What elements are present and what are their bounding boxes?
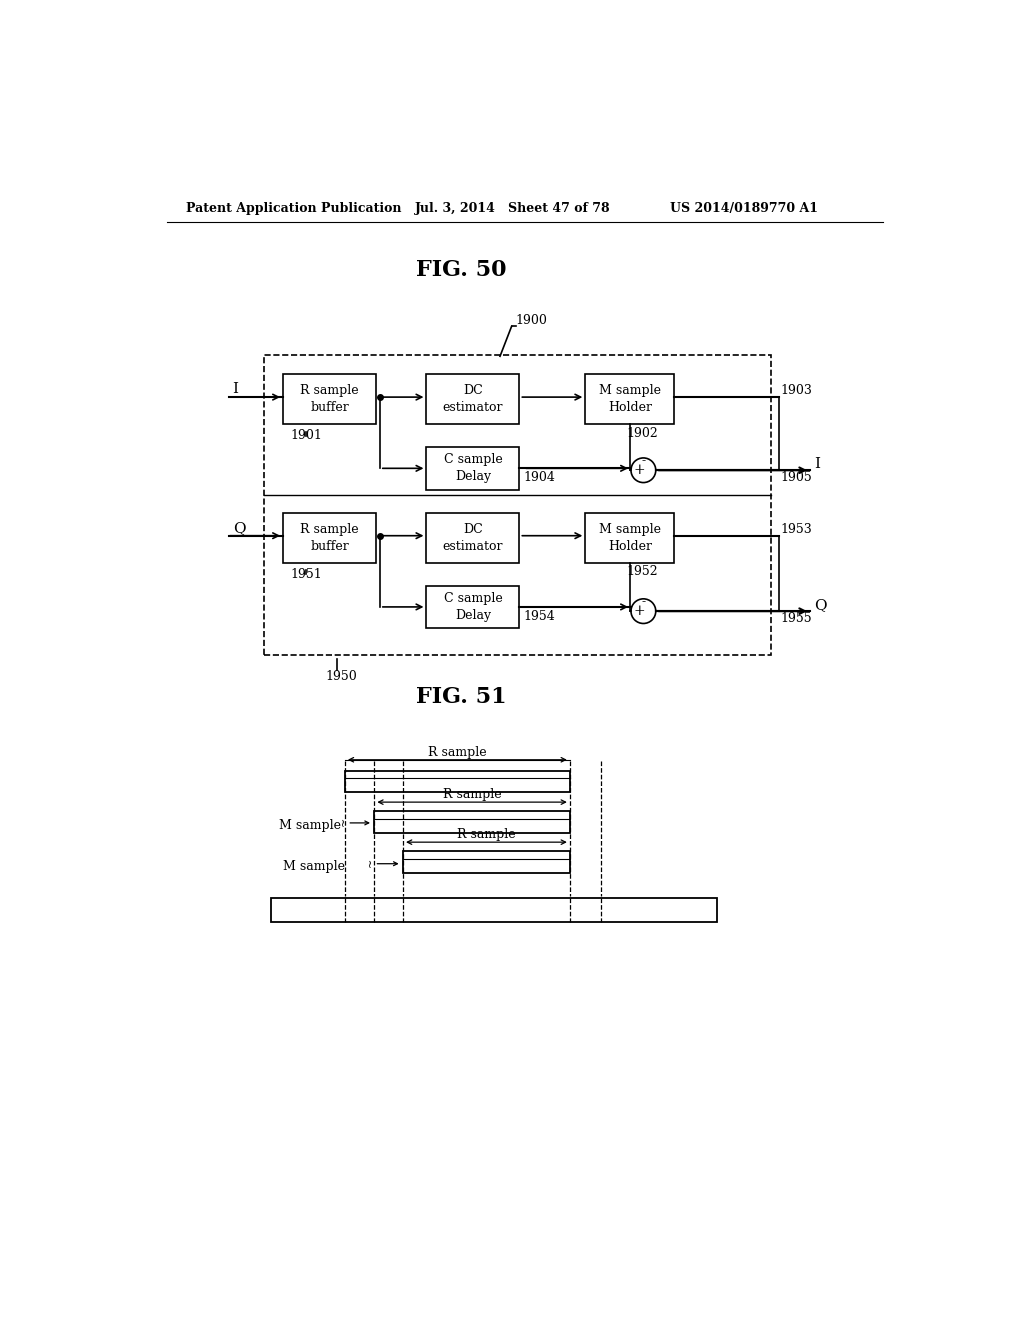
Text: 1900: 1900	[515, 314, 548, 326]
Text: +: +	[634, 463, 645, 478]
Text: 1901: 1901	[291, 429, 323, 442]
Text: FIG. 50: FIG. 50	[416, 259, 507, 281]
Bar	[586, 512, 675, 562]
Bar	[403, 851, 569, 873]
Text: R sample: R sample	[457, 828, 516, 841]
Bar	[426, 447, 519, 490]
Text: 1903: 1903	[780, 384, 812, 397]
Text: FIG. 51: FIG. 51	[416, 686, 507, 709]
Text: M sample
Holder: M sample Holder	[599, 384, 660, 414]
Text: 1950: 1950	[326, 671, 357, 684]
Bar	[426, 586, 519, 628]
Text: +: +	[634, 605, 645, 618]
Text: Q: Q	[814, 598, 826, 612]
Text: R sample: R sample	[428, 746, 486, 759]
Text: I: I	[814, 457, 820, 471]
Text: C sample
Delay: C sample Delay	[443, 453, 502, 483]
Bar	[271, 898, 717, 923]
Text: 1955: 1955	[780, 612, 812, 626]
Text: 1902: 1902	[626, 426, 657, 440]
Text: ~: ~	[339, 817, 348, 826]
Bar	[263, 355, 771, 655]
Bar	[586, 374, 675, 424]
Bar	[345, 771, 569, 792]
Text: -: -	[641, 595, 645, 609]
Text: 1953: 1953	[780, 523, 812, 536]
Text: -: -	[641, 454, 645, 467]
Bar	[283, 512, 376, 562]
Text: 1904: 1904	[523, 471, 555, 484]
Text: R sample
buffer: R sample buffer	[300, 523, 358, 553]
Text: 1951: 1951	[291, 568, 323, 581]
Text: Jul. 3, 2014   Sheet 47 of 78: Jul. 3, 2014 Sheet 47 of 78	[415, 202, 610, 215]
Text: Q: Q	[232, 521, 246, 535]
Text: R sample
buffer: R sample buffer	[300, 384, 358, 414]
Text: M sample: M sample	[283, 861, 345, 874]
Bar	[426, 512, 519, 562]
Text: DC
estimator: DC estimator	[442, 523, 503, 553]
Bar	[283, 374, 376, 424]
Text: 1905: 1905	[780, 471, 812, 484]
Text: C sample
Delay: C sample Delay	[443, 591, 502, 622]
Text: Patent Application Publication: Patent Application Publication	[186, 202, 401, 215]
Bar	[426, 374, 519, 424]
Text: ~: ~	[366, 858, 376, 867]
Bar	[375, 812, 569, 833]
Text: M sample
Holder: M sample Holder	[599, 523, 660, 553]
Text: 1954: 1954	[523, 610, 555, 623]
Text: I: I	[232, 383, 239, 396]
Text: R sample: R sample	[442, 788, 502, 801]
Text: M sample: M sample	[280, 820, 341, 833]
Text: 1952: 1952	[626, 565, 657, 578]
Text: DC
estimator: DC estimator	[442, 384, 503, 414]
Text: US 2014/0189770 A1: US 2014/0189770 A1	[671, 202, 818, 215]
